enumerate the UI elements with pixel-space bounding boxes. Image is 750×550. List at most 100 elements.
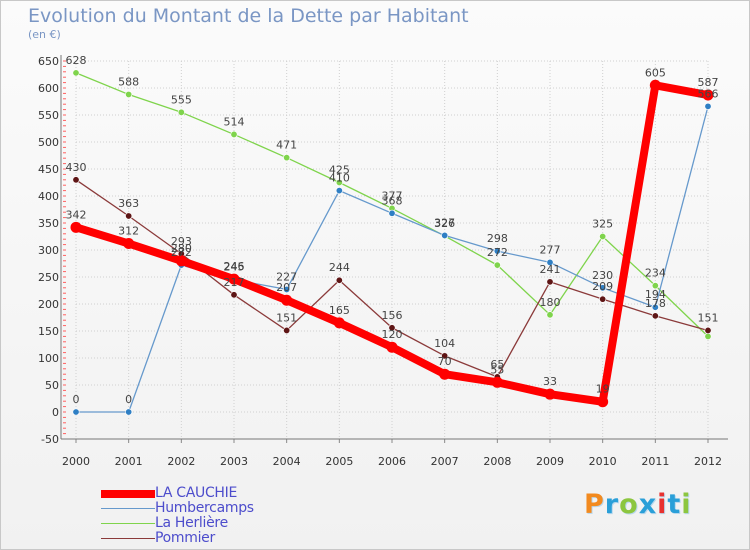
data-label-humbercamps: 245 bbox=[224, 261, 245, 274]
data-point-humbercamps bbox=[335, 187, 343, 195]
data-point-pommier bbox=[441, 352, 449, 360]
y-tick-label: 150 bbox=[38, 325, 59, 338]
data-label-pommier: 244 bbox=[329, 261, 350, 274]
data-label-pommier: 363 bbox=[118, 197, 139, 210]
data-label-humbercamps: 298 bbox=[487, 232, 508, 245]
data-label-la-cauchie: 165 bbox=[329, 304, 350, 317]
x-tick-label: 2001 bbox=[115, 455, 143, 468]
data-point-humbercamps bbox=[546, 258, 554, 266]
logo-letter: r bbox=[604, 489, 620, 520]
data-point-la-herli-re bbox=[72, 69, 80, 77]
data-point-la-herli-re bbox=[651, 282, 659, 290]
data-point-pommier bbox=[125, 212, 133, 220]
data-point-la-herli-re bbox=[177, 108, 185, 116]
logo-letter: P bbox=[584, 489, 605, 520]
data-point-humbercamps bbox=[388, 209, 396, 217]
data-point-humbercamps bbox=[283, 285, 291, 293]
data-point-humbercamps bbox=[651, 303, 659, 311]
data-label-humbercamps: 277 bbox=[540, 243, 561, 256]
data-point-la-cauchie bbox=[281, 294, 293, 306]
data-label-la-herli-re: 377 bbox=[382, 189, 403, 202]
legend-swatch bbox=[101, 508, 155, 509]
x-tick-label: 2004 bbox=[273, 455, 301, 468]
data-label-la-herli-re: 325 bbox=[592, 218, 613, 231]
data-label-pommier: 151 bbox=[698, 311, 719, 324]
y-tick-label: 300 bbox=[38, 244, 59, 257]
legend-swatch bbox=[101, 490, 155, 498]
data-label-pommier: 293 bbox=[171, 235, 192, 248]
y-tick-label: 200 bbox=[38, 298, 59, 311]
y-tick-label: 50 bbox=[45, 379, 59, 392]
chart-title: Evolution du Montant de la Dette par Hab… bbox=[28, 5, 469, 27]
legend-label: LA CAUCHIE bbox=[155, 485, 238, 501]
y-tick-label: 350 bbox=[38, 217, 59, 230]
data-point-la-cauchie bbox=[386, 341, 398, 353]
data-label-pommier: 151 bbox=[276, 311, 297, 324]
y-tick-label: 550 bbox=[38, 109, 59, 122]
y-tick-label: 450 bbox=[38, 163, 59, 176]
data-label-la-cauchie: 70 bbox=[438, 355, 452, 368]
grid-lines bbox=[75, 60, 709, 440]
y-tick-label: 400 bbox=[38, 190, 59, 203]
data-label-la-cauchie: 280 bbox=[171, 242, 192, 255]
legend-swatch bbox=[101, 523, 155, 524]
axes: -500501001502002503003504004505005506006… bbox=[38, 55, 728, 468]
data-label-humbercamps: 0 bbox=[125, 393, 132, 406]
data-point-la-cauchie bbox=[70, 221, 82, 233]
data-label-la-herli-re: 272 bbox=[487, 246, 508, 259]
x-tick-label: 2003 bbox=[220, 455, 248, 468]
x-tick-label: 2007 bbox=[431, 455, 459, 468]
data-label-la-cauchie: 120 bbox=[382, 328, 403, 341]
data-label-pommier: 217 bbox=[224, 276, 245, 289]
logo-letter: o bbox=[619, 489, 639, 520]
data-label-la-cauchie: 33 bbox=[543, 375, 557, 388]
chart-subtitle: (en €) bbox=[28, 28, 61, 41]
data-point-pommier bbox=[283, 326, 291, 334]
data-label-la-herli-re: 234 bbox=[645, 267, 666, 280]
data-point-humbercamps bbox=[493, 247, 501, 255]
data-point-la-cauchie bbox=[333, 317, 345, 329]
data-point-humbercamps bbox=[704, 102, 712, 110]
data-point-la-cauchie bbox=[123, 238, 135, 250]
x-tick-label: 2006 bbox=[378, 455, 406, 468]
x-tick-label: 2010 bbox=[589, 455, 617, 468]
data-label-humbercamps: 327 bbox=[434, 216, 455, 229]
data-point-la-cauchie bbox=[702, 89, 714, 101]
data-point-la-cauchie bbox=[491, 376, 503, 388]
data-point-pommier bbox=[651, 312, 659, 320]
data-point-pommier bbox=[599, 295, 607, 303]
x-tick-label: 2005 bbox=[325, 455, 353, 468]
data-label-la-herli-re: 628 bbox=[66, 54, 87, 67]
logo-letter: x bbox=[638, 489, 658, 520]
data-point-humbercamps bbox=[125, 408, 133, 416]
x-tick-label: 2002 bbox=[167, 455, 195, 468]
x-tick-label: 2008 bbox=[483, 455, 511, 468]
data-label-la-herli-re: 180 bbox=[540, 296, 561, 309]
data-label-la-cauchie: 246 bbox=[224, 260, 245, 273]
data-label-humbercamps: 230 bbox=[592, 269, 613, 282]
data-label-humbercamps: 410 bbox=[329, 172, 350, 185]
y-tick-label: 0 bbox=[52, 406, 59, 419]
y-tick-label: -50 bbox=[41, 433, 59, 446]
logo-letter: t bbox=[667, 489, 682, 520]
data-label-la-cauchie: 312 bbox=[118, 225, 139, 238]
data-label-humbercamps: 227 bbox=[276, 270, 297, 283]
data-label-pommier: 430 bbox=[66, 161, 87, 174]
data-label-la-cauchie: 207 bbox=[276, 281, 297, 294]
legend-swatch bbox=[101, 538, 155, 539]
y-tick-label: 250 bbox=[38, 271, 59, 284]
data-point-pommier bbox=[335, 276, 343, 284]
data-point-la-herli-re bbox=[493, 261, 501, 269]
data-label-humbercamps: 368 bbox=[382, 194, 403, 207]
y-tick-label: 500 bbox=[38, 136, 59, 149]
data-label-la-herli-re: 514 bbox=[224, 115, 245, 128]
data-labels: 628 588 555 514 471 425 377 326 272 180 325 234 0 0 27… bbox=[66, 54, 719, 406]
y-tick-label: 650 bbox=[38, 55, 59, 68]
data-point-pommier bbox=[704, 326, 712, 334]
data-point-pommier bbox=[546, 278, 554, 286]
data-label-la-herli-re: 588 bbox=[118, 75, 139, 88]
legend-label: La Herlière bbox=[155, 515, 228, 531]
logo-letter: i bbox=[657, 489, 668, 520]
data-label-la-cauchie: 55 bbox=[490, 363, 504, 376]
x-tick-label: 2009 bbox=[536, 455, 564, 468]
